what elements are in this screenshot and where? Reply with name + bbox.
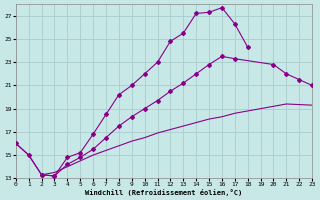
- X-axis label: Windchill (Refroidissement éolien,°C): Windchill (Refroidissement éolien,°C): [85, 189, 243, 196]
